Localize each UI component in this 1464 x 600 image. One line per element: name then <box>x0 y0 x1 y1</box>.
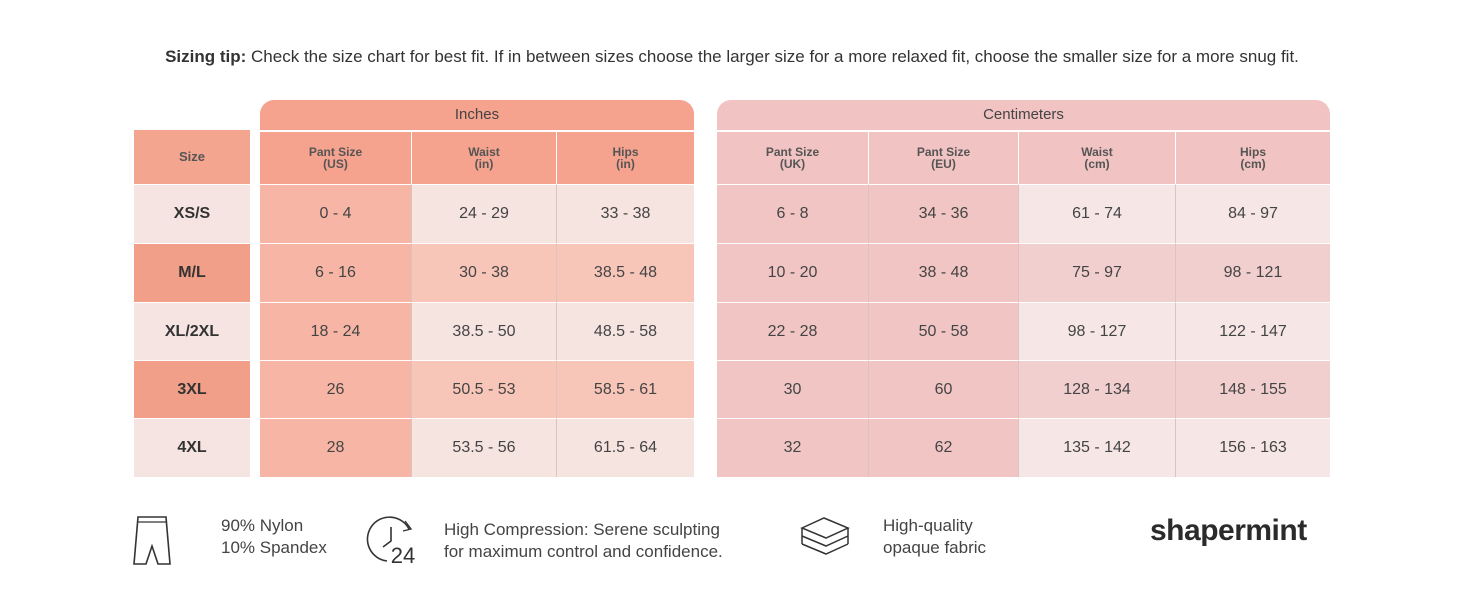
sizing-tip: Sizing tip: Check the size chart for bes… <box>0 47 1464 67</box>
table-cell: 33 - 38 <box>556 184 694 243</box>
column-header: Pant Size (UK) <box>717 130 868 184</box>
table-cell: 98 - 121 <box>1175 243 1330 302</box>
table-cell: 50.5 - 53 <box>411 360 556 418</box>
column-name: Waist <box>1081 145 1113 159</box>
feature-line: High Compression: Serene sculpting <box>444 520 720 539</box>
size-header: Size <box>134 130 250 184</box>
feature-line: for maximum control and confidence. <box>444 542 723 561</box>
table-cell: 38 - 48 <box>868 243 1018 302</box>
column-name: Pant Size <box>308 145 363 159</box>
feature-compression: High Compression: Serene sculpting for m… <box>444 519 723 563</box>
feature-line: 90% Nylon <box>221 516 304 535</box>
column-header: Pant Size (US) <box>260 130 411 184</box>
table-cell: 30 - 38 <box>411 243 556 302</box>
column-header: Hips (cm) <box>1175 130 1330 184</box>
feature-opaque: High-quality opaque fabric <box>883 515 986 559</box>
feature-fabric: 90% Nylon 10% Spandex <box>221 515 327 559</box>
size-cell: XL/2XL <box>134 302 250 360</box>
column-unit: (US) <box>323 157 348 171</box>
table-cell: 84 - 97 <box>1175 184 1330 243</box>
table-cell: 0 - 4 <box>260 184 411 243</box>
table-cell: 32 <box>717 418 868 477</box>
table-cell: 18 - 24 <box>260 302 411 360</box>
table-cell: 128 - 134 <box>1018 360 1175 418</box>
feature-line: 10% Spandex <box>221 538 327 557</box>
table-cell: 6 - 8 <box>717 184 868 243</box>
column-name: Hips <box>1239 145 1266 159</box>
feature-line: opaque fabric <box>883 538 987 557</box>
column-header: Waist (cm) <box>1018 130 1175 184</box>
table-cell: 148 - 155 <box>1175 360 1330 418</box>
table-cell: 26 <box>260 360 411 418</box>
brand-logo: shapermint <box>1150 514 1307 547</box>
size-cell: M/L <box>134 243 250 302</box>
table-cell: 53.5 - 56 <box>411 418 556 477</box>
table-cell: 61.5 - 64 <box>556 418 694 477</box>
clock-icon: 24 <box>366 516 415 568</box>
table-cell: 58.5 - 61 <box>556 360 694 418</box>
group-title: Inches <box>260 100 694 130</box>
table-cell: 98 - 127 <box>1018 302 1175 360</box>
column-name: Waist <box>468 145 500 159</box>
table-cell: 24 - 29 <box>411 184 556 243</box>
table-cell: 38.5 - 50 <box>411 302 556 360</box>
table-cell: 10 - 20 <box>717 243 868 302</box>
table-cell: 22 - 28 <box>717 302 868 360</box>
size-cell: 4XL <box>134 418 250 477</box>
column-name: Pant Size <box>765 145 820 159</box>
tip-label: Sizing tip: <box>165 47 247 66</box>
table-cell: 62 <box>868 418 1018 477</box>
feature-line: High-quality <box>883 516 973 535</box>
column-name: Hips <box>612 145 639 159</box>
group-title: Centimeters <box>717 100 1330 130</box>
column-unit: (in) <box>474 157 494 171</box>
table-cell: 38.5 - 48 <box>556 243 694 302</box>
size-cell: XS/S <box>134 184 250 243</box>
table-cell: 61 - 74 <box>1018 184 1175 243</box>
table-cell: 75 - 97 <box>1018 243 1175 302</box>
column-unit: (cm) <box>1084 157 1110 171</box>
size-cell: 3XL <box>134 360 250 418</box>
table-cell: 156 - 163 <box>1175 418 1330 477</box>
column-unit: (cm) <box>1240 157 1266 171</box>
table-cell: 60 <box>868 360 1018 418</box>
table-cell: 50 - 58 <box>868 302 1018 360</box>
column-header: Hips (in) <box>556 130 694 184</box>
table-cell: 122 - 147 <box>1175 302 1330 360</box>
icon-label: 24 <box>391 543 415 568</box>
column-unit: (in) <box>616 157 635 171</box>
table-cell: 6 - 16 <box>260 243 411 302</box>
column-name: Pant Size <box>916 145 971 159</box>
table-cell: 135 - 142 <box>1018 418 1175 477</box>
column-header: Waist (in) <box>411 130 556 184</box>
table-cell: 28 <box>260 418 411 477</box>
tip-text: Check the size chart for best fit. If in… <box>251 47 1299 66</box>
table-cell: 34 - 36 <box>868 184 1018 243</box>
column-unit: (UK) <box>779 157 806 171</box>
shorts-icon <box>133 516 171 565</box>
column-unit: (EU) <box>931 157 956 171</box>
table-cell: 48.5 - 58 <box>556 302 694 360</box>
table-cell: 30 <box>717 360 868 418</box>
fabric-icon <box>800 517 850 555</box>
column-header: Pant Size (EU) <box>868 130 1018 184</box>
